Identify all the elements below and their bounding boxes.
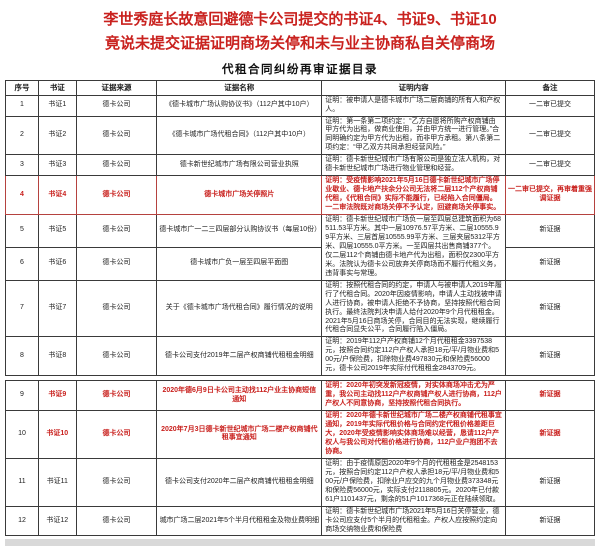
- heading-line-2: 竟说未提交证据证明商场关停和未与业主协商私自关停商场: [104, 35, 495, 52]
- cell-proof-merged: 证明：德卡新世纪城市广场负一层至四层总建筑面积为68511.53平方米。其中一层…: [321, 214, 507, 281]
- cell-proof: 证明：由于疫情原因2020年9个月的代租租金是2548153元，按照合同约定11…: [321, 457, 507, 507]
- document-heading: 李世秀庭长故意回避德卡公司提交的书证4、书证9、书证10 竟说未提交证据证明商场…: [15, 8, 585, 56]
- cell-name: 德卡公司支付2020年二层产权商铺代租租金明细: [156, 457, 323, 507]
- table-row: 2 书证2 德卡公司 《德卡城市广场代租合同》（112户其中10户） 证明：第一…: [5, 115, 595, 156]
- cell-no: 2: [5, 115, 39, 156]
- cell-remark: 新证据: [505, 214, 595, 248]
- cell-no: 9: [5, 380, 39, 412]
- cell-proof: 证明：被申请人是德卡城市广场二层商铺的所有人和产权人。: [321, 94, 507, 117]
- table-row: 12 书证12 德卡公司 城市广场二层2021年5个半月代租租金及物业费明细 证…: [5, 505, 595, 537]
- cell-remark: 新证据: [505, 279, 595, 338]
- cell-proof: 证明：受疫情影响2021年5月16日德卡新世纪城市广场停业歇业、德卡地产扶余分公…: [321, 175, 507, 216]
- cell-name: 2020年7月3日德卡新世纪城市广场二楼产权商铺代租事宜通知: [156, 410, 323, 459]
- cell-evidence: 书证9: [37, 380, 77, 412]
- cell-remark: 新证据: [505, 246, 595, 281]
- col-header-proof: 证明内容: [321, 80, 507, 96]
- cell-evidence: 书证8: [37, 336, 77, 377]
- cell-no: 11: [5, 457, 39, 507]
- table-title: 代租合同纠纷再审证据目录: [222, 64, 378, 76]
- cell-no: 3: [5, 154, 39, 177]
- table-row: 6 书证6 德卡公司 德卡城市广负一层至四层平面图 新证据: [5, 246, 595, 281]
- cell-name: 2020年德6月9日卡公司主动找112户业主协商短信通知: [156, 380, 323, 412]
- cell-source: 德卡公司: [75, 380, 158, 412]
- cell-source: 德卡公司: [75, 457, 158, 507]
- cell-remark: 新证据: [505, 336, 595, 377]
- cell-name: 《德卡城市广场认购协议书》（112户其中10户）: [156, 94, 323, 117]
- heading-line-1: 李世秀庭长故意回避德卡公司提交的书证4、书证9、书证10: [103, 11, 497, 28]
- cell-no: 8: [5, 336, 39, 377]
- cell-source: 德卡公司: [75, 175, 158, 216]
- cell-name: 关于《德卡城市广场代租合同》履行情况的说明: [156, 279, 323, 338]
- cell-evidence: 书证3: [37, 154, 77, 177]
- cell-remark: 新证据: [505, 410, 595, 459]
- cell-no: 12: [5, 505, 39, 537]
- cell-name: 《德卡城市广场代租合同》（112户其中10户）: [156, 115, 323, 156]
- cell-evidence: 书证1: [37, 94, 77, 117]
- table-row: 11 书证11 德卡公司 德卡公司支付2020年二层产权商铺代租租金明细 证明：…: [5, 457, 595, 507]
- cell-remark: 一二审已提交: [505, 115, 595, 156]
- col-header-name: 证据名称: [156, 80, 323, 96]
- cell-name: 德卡城市广一二三四层部分认购协议书（每层10份）: [156, 214, 323, 248]
- cell-remark: 新证据: [505, 457, 595, 507]
- bottom-edge-strip: [5, 539, 595, 546]
- cell-source: 德卡公司: [75, 336, 158, 377]
- cell-no: 5: [5, 214, 39, 248]
- cell-remark: 一二审已提交，再审着重强调证据: [505, 175, 595, 216]
- cell-remark: 新证据: [505, 505, 595, 537]
- cell-name: 德卡公司支付2019年二层产权商铺代租租金明细: [156, 336, 323, 377]
- table-row: 8 书证8 德卡公司 德卡公司支付2019年二层产权商铺代租租金明细 证明：20…: [5, 336, 595, 377]
- cell-remark: 一二审已提交: [505, 94, 595, 117]
- table-row: 7 书证7 德卡公司 关于《德卡城市广场代租合同》履行情况的说明 证明：按照代租…: [5, 279, 595, 338]
- table-header-row: 序号 书证 证据来源 证据名称 证明内容 备注: [5, 80, 595, 96]
- cell-no: 4: [5, 175, 39, 216]
- cell-evidence: 书证6: [37, 246, 77, 281]
- cell-evidence: 书证5: [37, 214, 77, 248]
- cell-evidence: 书证7: [37, 279, 77, 338]
- cell-source: 德卡公司: [75, 214, 158, 248]
- evidence-table-part-1: 序号 书证 证据来源 证据名称 证明内容 备注 1 书证1 德卡公司 《德卡城市…: [5, 80, 595, 377]
- cell-source: 德卡公司: [75, 505, 158, 537]
- cell-evidence: 书证11: [37, 457, 77, 507]
- cell-evidence: 书证2: [37, 115, 77, 156]
- cell-remark: 新证据: [505, 380, 595, 412]
- cell-proof: 证明：2020年德卡新世纪城市广场二楼产权商铺代租事宜通知，2019年实际代租价…: [321, 410, 507, 459]
- cell-evidence: 书证10: [37, 410, 77, 459]
- table-row: 1 书证1 德卡公司 《德卡城市广场认购协议书》（112户其中10户） 证明：被…: [5, 94, 595, 117]
- cell-proof: 证明：2020年初突发新冠疫情，对实体商场冲击尤为严重，我公司主动找112户产权…: [321, 380, 507, 412]
- evidence-table-part-2: 9 书证9 德卡公司 2020年德6月9日卡公司主动找112户业主协商短信通知 …: [5, 380, 595, 537]
- cell-no: 7: [5, 279, 39, 338]
- cell-source: 德卡公司: [75, 154, 158, 177]
- cell-source: 德卡公司: [75, 94, 158, 117]
- cell-source: 德卡公司: [75, 279, 158, 338]
- cell-source: 德卡公司: [75, 115, 158, 156]
- table-row: 3 书证3 德卡公司 德卡新世纪城市广场有限公司营业执照 证明：德卡新世纪城市广…: [5, 154, 595, 177]
- cell-proof: 证明：德卡新世纪城市广场有限公司是独立法人机构，对德卡新世纪城市广场进行物业管理…: [321, 154, 507, 177]
- table-row: 5 书证5 德卡公司 德卡城市广一二三四层部分认购协议书（每层10份） 证明：德…: [5, 214, 595, 281]
- cell-no: 1: [5, 94, 39, 117]
- cell-proof: 证明：按照代租合同的约定，申请人与被申请人2019年履行了代租合同。2020年因…: [321, 279, 507, 338]
- table-row-highlighted: 10 书证10 德卡公司 2020年7月3日德卡新世纪城市广场二楼产权商铺代租事…: [5, 410, 595, 459]
- cell-name: 德卡城市广场关停照片: [156, 175, 323, 216]
- cell-remark: 一二审已提交: [505, 154, 595, 177]
- cell-evidence: 书证4: [37, 175, 77, 216]
- table-row-highlighted: 4 书证4 德卡公司 德卡城市广场关停照片 证明：受疫情影响2021年5月16日…: [5, 175, 595, 216]
- col-header-evidence: 书证: [37, 80, 77, 96]
- col-header-source: 证据来源: [75, 80, 158, 96]
- col-header-no: 序号: [5, 80, 39, 96]
- cell-evidence: 书证12: [37, 505, 77, 537]
- cell-proof: 证明：第一条第二项约定：“乙方自愿将所购产权商铺由甲方代为出租，做商业使用，并由…: [321, 115, 507, 156]
- cell-source: 德卡公司: [75, 410, 158, 459]
- table-row-highlighted: 9 书证9 德卡公司 2020年德6月9日卡公司主动找112户业主协商短信通知 …: [5, 380, 595, 412]
- cell-name: 德卡城市广负一层至四层平面图: [156, 246, 323, 281]
- col-header-remark: 备注: [505, 80, 595, 96]
- cell-proof: 证明：德卡新世纪城市广场2021年5月16日关停营业，德卡公司应支付5个半月的代…: [321, 505, 507, 537]
- cell-source: 德卡公司: [75, 246, 158, 281]
- cell-name: 德卡新世纪城市广场有限公司营业执照: [156, 154, 323, 177]
- cell-no: 10: [5, 410, 39, 459]
- cell-name: 城市广场二层2021年5个半月代租租金及物业费明细: [156, 505, 323, 537]
- cell-no: 6: [5, 246, 39, 281]
- cell-proof: 证明：2019年112户产权商铺12个月代租租金3397538元，按照合同约定1…: [321, 336, 507, 377]
